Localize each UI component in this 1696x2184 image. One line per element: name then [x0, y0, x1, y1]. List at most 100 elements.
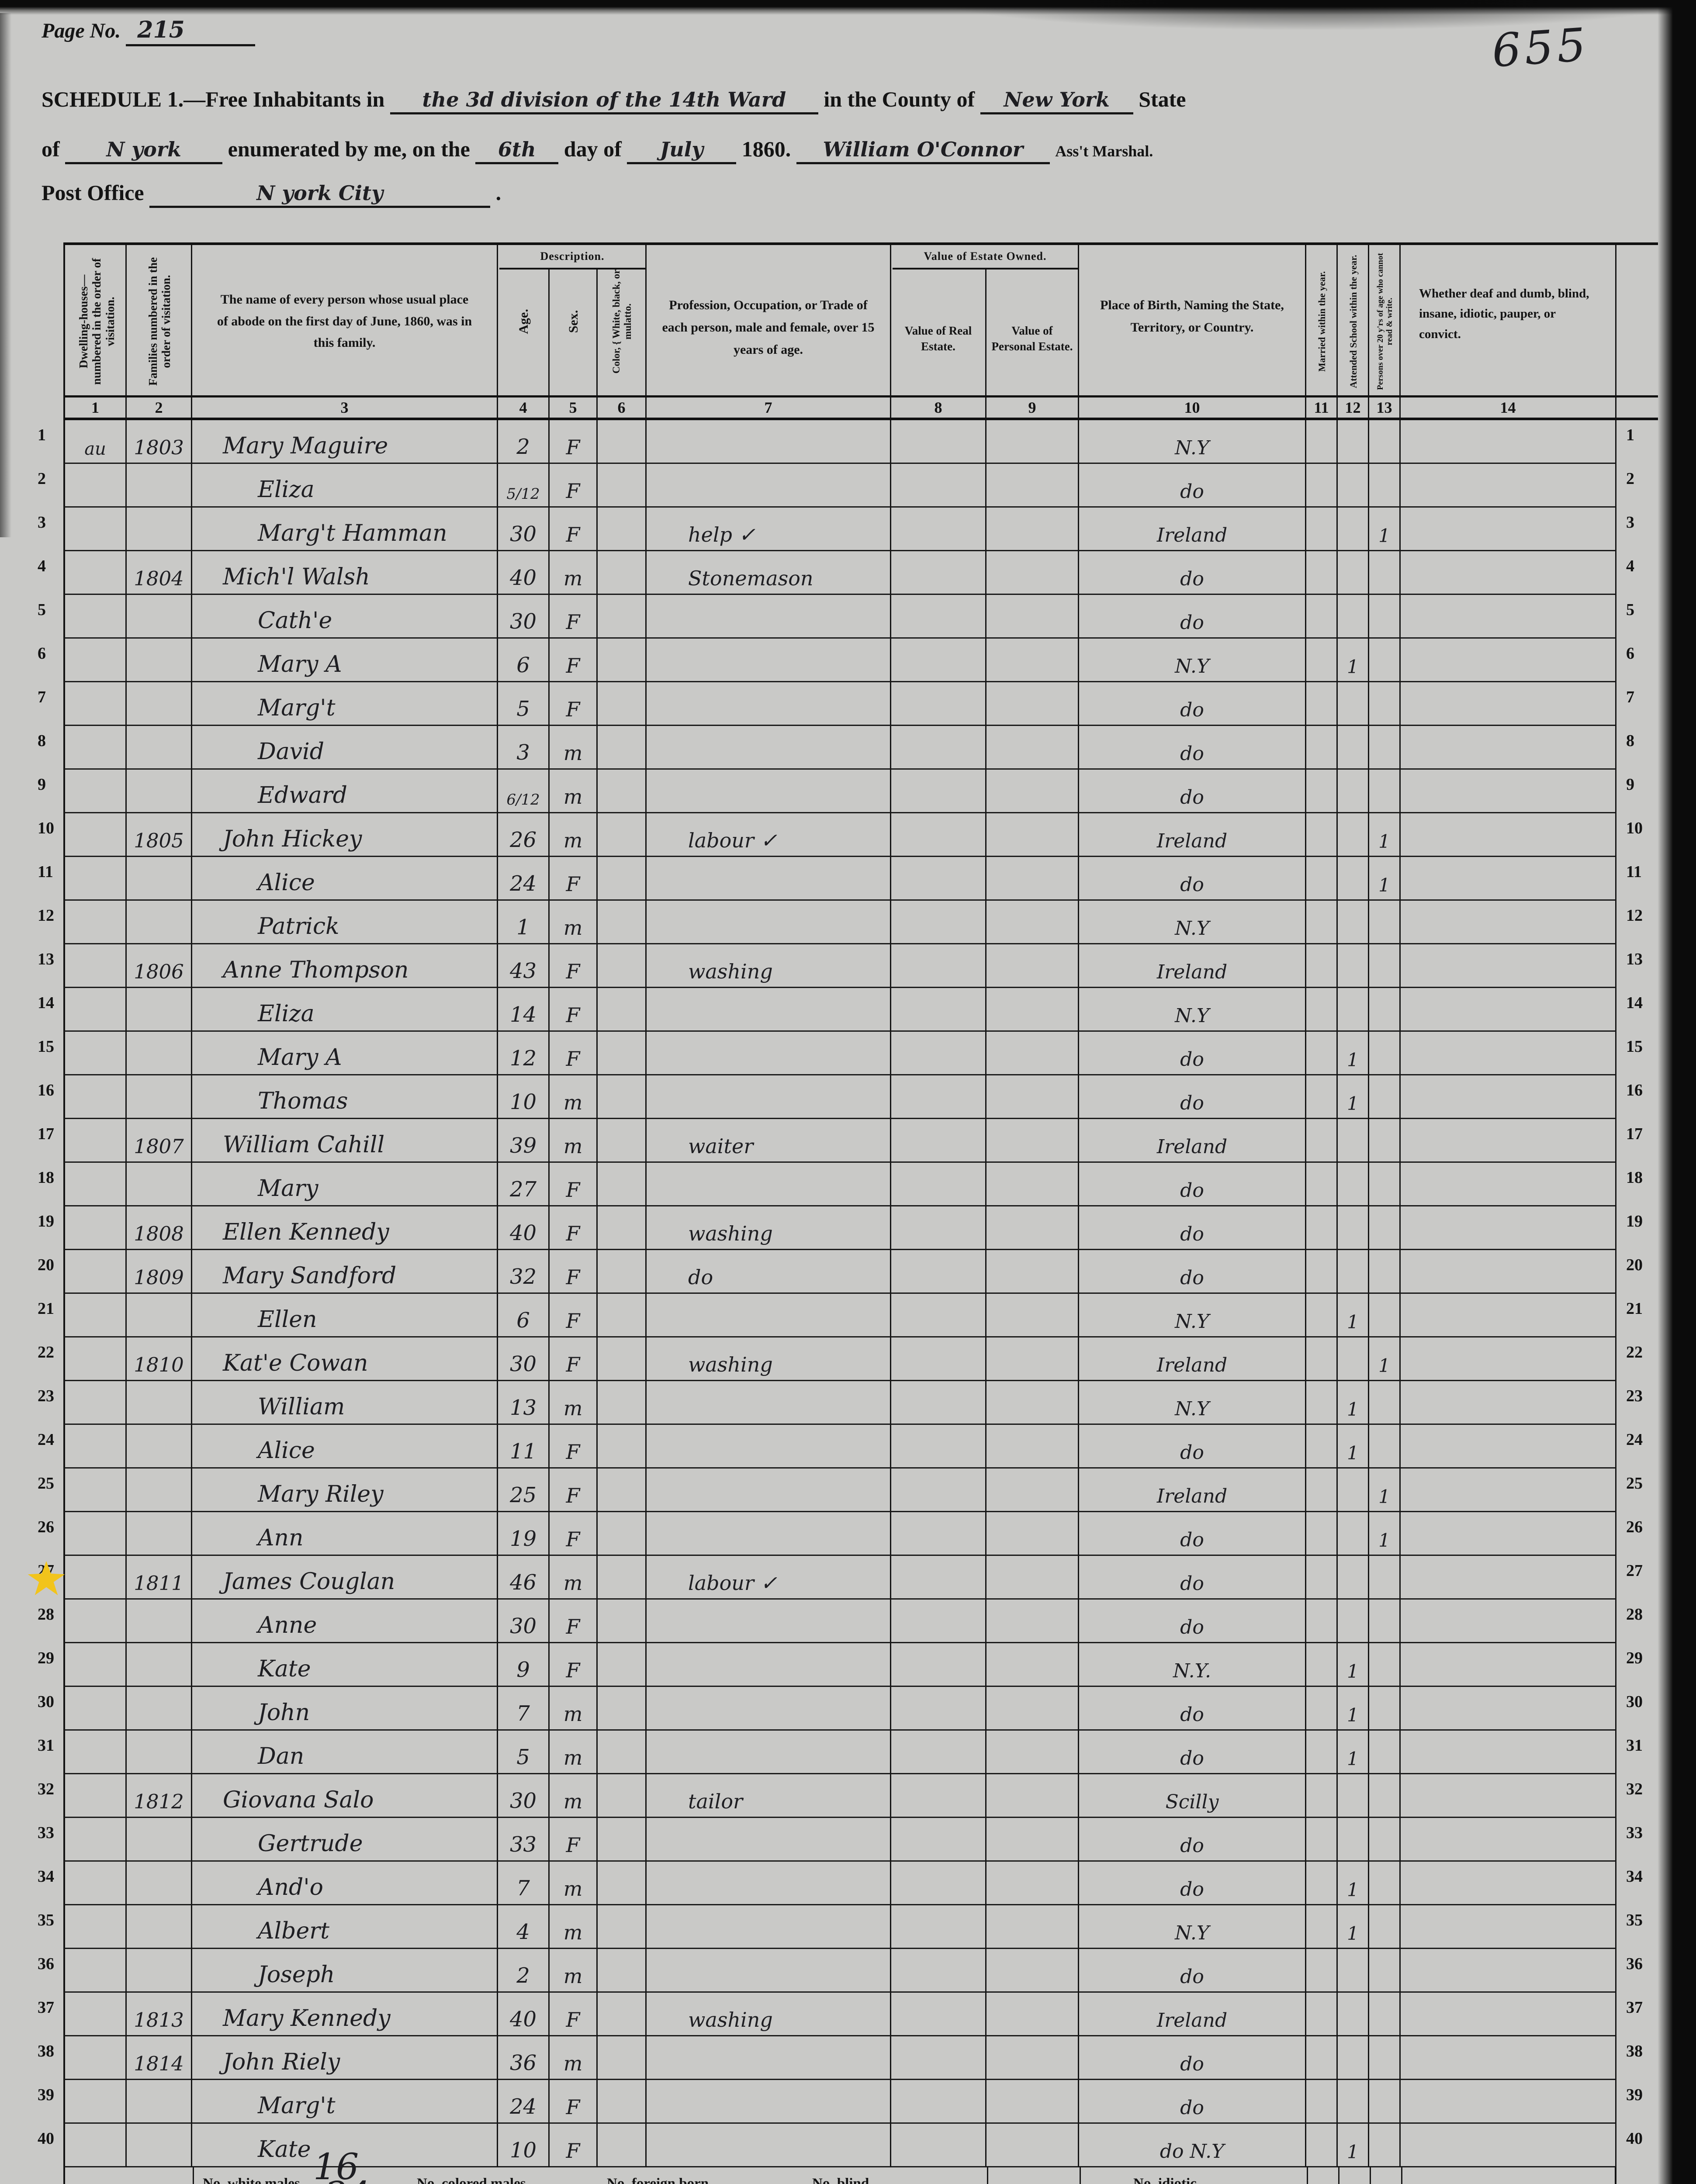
cell-sex: F [550, 595, 598, 639]
cell-remarks [1401, 1337, 1616, 1381]
cell-school [1338, 726, 1369, 770]
table-header: Dwelling-houses—numbered in the order of… [63, 242, 1658, 398]
cell-sex: F [550, 944, 598, 988]
schedule-title: SCHEDULE 1.—Free Inhabitants in [42, 87, 385, 111]
cell-name: Mary Riley [192, 1469, 498, 1512]
cell-cannot-read [1369, 726, 1401, 770]
cell-married [1306, 1163, 1338, 1206]
county-value: New York [980, 88, 1133, 114]
cell-remarks [1401, 1949, 1616, 1993]
cell-married [1306, 1206, 1338, 1250]
cell-name: William Cahill [192, 1119, 498, 1163]
cell-personal-estate [986, 1687, 1079, 1731]
tally-white-males-value: 16 [313, 2146, 359, 2184]
cell-married [1306, 1905, 1338, 1949]
tally-white-females-value: 24 [325, 2174, 370, 2184]
cell-name: Joseph [192, 1949, 498, 1993]
cell-remarks [1401, 1381, 1616, 1425]
cell-cannot-read [1369, 1862, 1401, 1905]
cell-personal-estate [986, 1774, 1079, 1818]
cell-remarks [1401, 1206, 1616, 1250]
cell-color [598, 551, 647, 595]
cell-color [598, 508, 647, 551]
cell-occupation [647, 1949, 891, 1993]
row-number-left: 21 [38, 1299, 54, 1318]
cell-cannot-read [1369, 1949, 1401, 1993]
cell-family: 1810 [127, 1337, 192, 1381]
cell-remarks [1401, 1119, 1616, 1163]
table-row: 12 Patrick 1 m N.Y 12 [26, 901, 1658, 944]
cell-cannot-read: 1 [1369, 1337, 1401, 1381]
cell-age: 7 [498, 1862, 550, 1905]
cell-name: Eliza [192, 988, 498, 1032]
cell-color [598, 1250, 647, 1294]
cell-personal-estate [986, 1556, 1079, 1600]
row-number-left: 32 [38, 1780, 54, 1798]
cell-occupation: help ✓ [647, 508, 891, 551]
cell-sex: m [550, 1731, 598, 1774]
cell-sex: m [550, 2036, 598, 2080]
cell-birthplace: N.Y [1079, 901, 1306, 944]
row-number-left: 2 [38, 470, 46, 488]
cell-personal-estate [986, 1032, 1079, 1075]
cell-school [1338, 2036, 1369, 2080]
cell-remarks [1401, 1075, 1616, 1119]
cell-sex: m [550, 1381, 598, 1425]
cell-school: 1 [1338, 639, 1369, 682]
table-row: 33 Gertrude 33 F do 33 [26, 1818, 1658, 1862]
cell-birthplace: do [1079, 2080, 1306, 2124]
cell-name: William [192, 1381, 498, 1425]
cell-age: 30 [498, 1600, 550, 1643]
cell-family [127, 1425, 192, 1469]
col-header-personal-estate: Value of Personal Estate. [986, 245, 1079, 398]
cell-married [1306, 464, 1338, 508]
month-value: July [627, 138, 737, 164]
column-number-row: 1 2 3 4 5 6 7 8 9 10 11 12 13 14 [63, 395, 1658, 420]
cell-name: Mary Kennedy [192, 1993, 498, 2036]
cell-name: Marg't [192, 682, 498, 726]
row-number-left: 23 [38, 1387, 54, 1405]
footer-divider [1307, 2167, 1308, 2184]
table-row: 16 Thomas 10 m do 1 16 [26, 1075, 1658, 1119]
cell-personal-estate [986, 770, 1079, 813]
cell-birthplace: Ireland [1079, 944, 1306, 988]
cell-remarks [1401, 595, 1616, 639]
table-row: 32 1812 Giovana Salo 30 m tailor Scilly … [26, 1774, 1658, 1818]
row-number-right: 39 [1626, 2086, 1643, 2104]
cell-married [1306, 1075, 1338, 1119]
cell-real-estate [891, 420, 986, 464]
cell-school [1338, 1206, 1369, 1250]
cell-occupation [647, 639, 891, 682]
cell-real-estate [891, 508, 986, 551]
cell-occupation [647, 1075, 891, 1119]
scan-edge-right [1658, 0, 1696, 2184]
cell-real-estate [891, 1294, 986, 1337]
cell-birthplace: Scilly [1079, 1774, 1306, 1818]
cell-family [127, 1687, 192, 1731]
cell-family [127, 1163, 192, 1206]
cell-dwelling [63, 2124, 127, 2167]
cell-school [1338, 2080, 1369, 2124]
page-number-value: 215 [126, 17, 256, 46]
col-header-married: Married within the year. [1306, 245, 1338, 398]
cell-personal-estate [986, 1075, 1079, 1119]
cell-sex: F [550, 857, 598, 901]
enumeration-line: of N york enumerated by me, on the 6th d… [42, 136, 1153, 164]
footer-divider [1338, 2167, 1339, 2184]
cell-dwelling [63, 944, 127, 988]
cell-remarks [1401, 770, 1616, 813]
cell-age: 19 [498, 1512, 550, 1556]
cell-school [1338, 944, 1369, 988]
row-number-left: 24 [38, 1431, 54, 1449]
day-of-label: day of [564, 137, 622, 161]
cell-remarks [1401, 988, 1616, 1032]
cell-birthplace: do [1079, 1425, 1306, 1469]
cell-school [1338, 508, 1369, 551]
cell-remarks [1401, 420, 1616, 464]
cell-family [127, 639, 192, 682]
cell-age: 30 [498, 1337, 550, 1381]
row-number-right: 14 [1626, 994, 1643, 1012]
cell-occupation [647, 420, 891, 464]
cell-occupation [647, 770, 891, 813]
row-number-right: 10 [1626, 819, 1643, 837]
